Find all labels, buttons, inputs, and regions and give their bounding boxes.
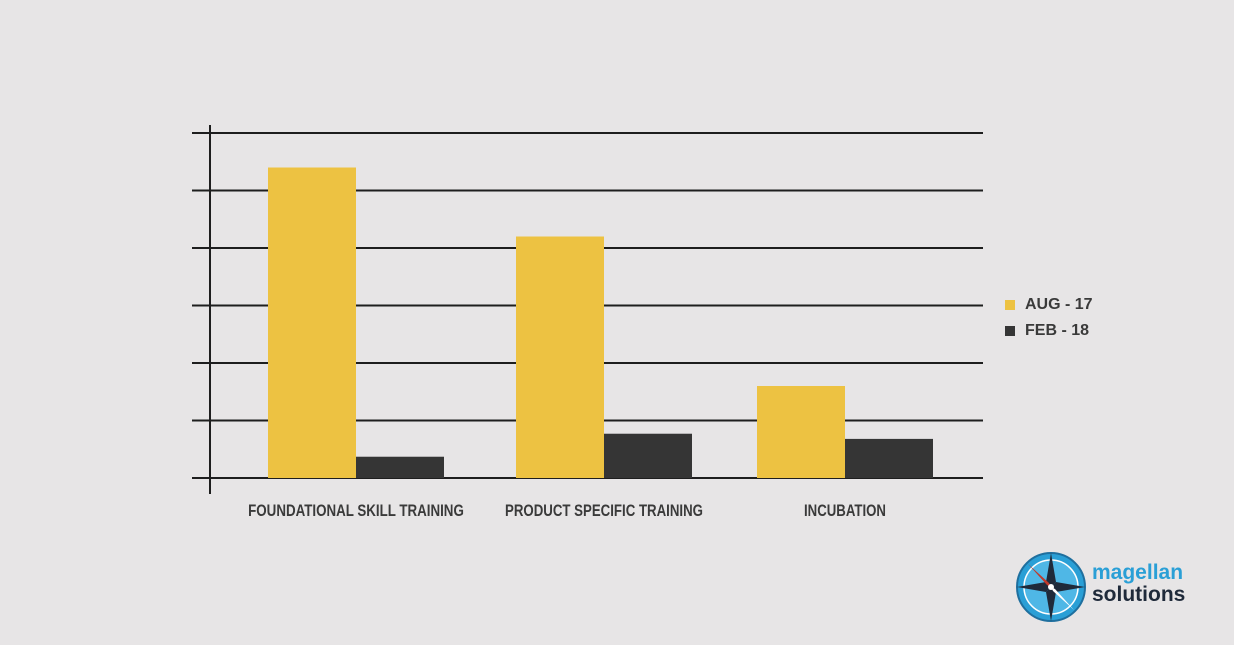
legend-swatch-aug-17 [1005, 300, 1015, 310]
bars [268, 167, 933, 478]
magellan-logo: magellan solutions [1014, 550, 1214, 630]
legend-label-feb-18: FEB - 18 [1025, 322, 1090, 339]
bar-feb-18-0 [356, 456, 444, 478]
category-label: FOUNDATIONAL SKILL TRAINING [248, 502, 464, 521]
logo-wordmark: magellan solutions [1092, 562, 1185, 606]
category-label: PRODUCT SPECIFIC TRAINING [505, 501, 703, 520]
bar-feb-18-2 [845, 438, 933, 478]
legend-swatch-feb-18 [1005, 326, 1015, 336]
legend-item-aug-17: AUG - 17 [1005, 292, 1093, 318]
legend-item-feb-18: FEB - 18 [1005, 318, 1093, 344]
legend-label-aug-17: AUG - 17 [1025, 296, 1093, 313]
compass-rose-icon [1016, 552, 1086, 622]
bar-feb-18-1 [604, 433, 692, 478]
bar-aug-17-1 [516, 236, 604, 478]
bar-aug-17-0 [268, 167, 356, 478]
category-labels: FOUNDATIONAL SKILL TRAINING PRODUCT SPECI… [248, 501, 886, 520]
logo-text-solutions: solutions [1092, 583, 1186, 606]
logo-text-magellan: magellan [1092, 561, 1184, 584]
category-label: INCUBATION [804, 501, 886, 520]
bar-aug-17-2 [757, 386, 845, 478]
legend: AUG - 17 FEB - 18 [1005, 292, 1093, 344]
